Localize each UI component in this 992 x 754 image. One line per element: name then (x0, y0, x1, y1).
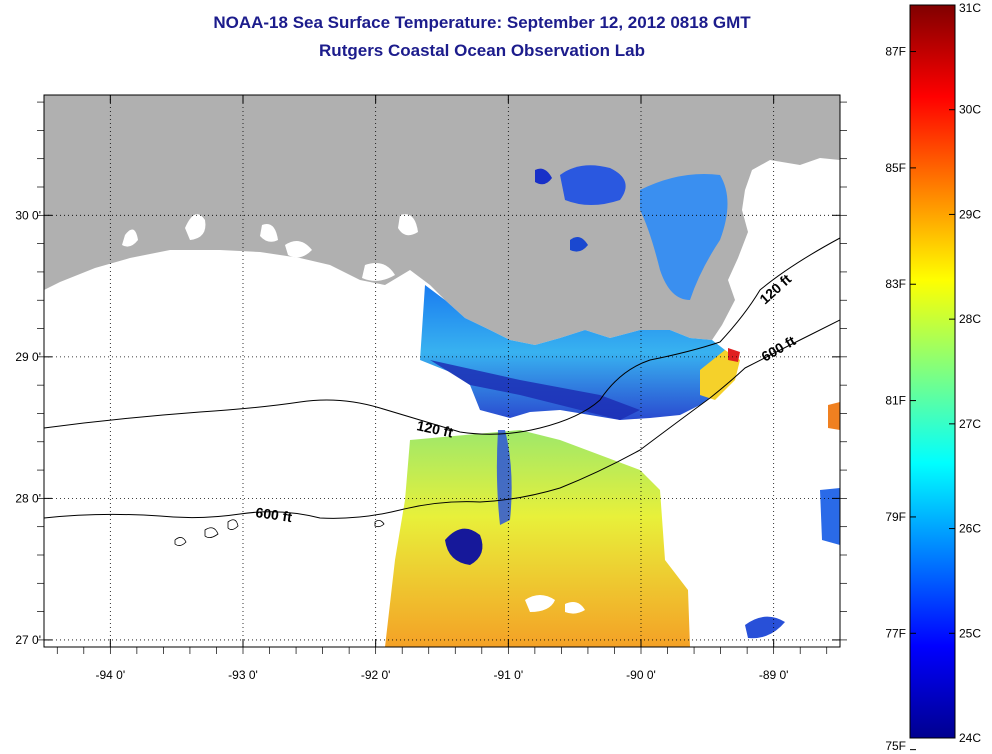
colorbar-label-c: 24C (959, 731, 981, 745)
lat-tick-label: 27 0' (15, 633, 41, 647)
lake-shape (362, 262, 395, 281)
sst-east-patch (828, 402, 840, 430)
lake-shape (122, 229, 138, 247)
contour-line-120ft (44, 237, 840, 435)
lon-tick-label: -93 0' (228, 668, 258, 682)
colorbar-label-c: 26C (959, 522, 981, 536)
lon-tick-label: -94 0' (96, 668, 126, 682)
sst-warm-region (385, 430, 690, 647)
lon-tick-label: -90 0' (626, 668, 656, 682)
colorbar-label-f: 79F (885, 510, 906, 524)
map-layers (44, 95, 840, 647)
sst-east-patch (745, 616, 785, 639)
sst-cold-eddy (445, 528, 483, 565)
colorbar-label-f: 87F (885, 45, 906, 59)
colorbar-label-f: 85F (885, 161, 906, 175)
lake-shape (185, 214, 206, 240)
lake-shape (260, 224, 278, 242)
shoal-shape (374, 520, 385, 528)
lat-tick-label: 28 0' (15, 491, 41, 505)
sst-cold-filament (430, 360, 640, 420)
sst-cold-filament (496, 430, 512, 525)
cloud-gap (565, 602, 585, 614)
colorbar-label-c: 27C (959, 417, 981, 431)
sst-lake-reading (640, 174, 728, 300)
map-title: NOAA-18 Sea Surface Temperature: Septemb… (213, 13, 751, 32)
sst-lake-reading (570, 236, 588, 252)
lon-tick-label: -89 0' (759, 668, 789, 682)
colorbar-label-f: 75F (885, 739, 906, 753)
map-frame (43, 94, 841, 648)
colorbar-label-c: 31C (959, 1, 981, 15)
colorbar-labels: 31C 30C 29C 28C 27C 26C 25C 24C 87F 85F 83F 81F 79F 7… (885, 1, 981, 753)
contour-label-120ft: 120 ft (415, 417, 454, 440)
colorbar-label-f: 77F (885, 626, 906, 640)
colorbar (909, 4, 956, 739)
contour-label-600ft: 600 ft (255, 504, 294, 525)
colorbar-label-c: 28C (959, 312, 981, 326)
lake-shape (285, 241, 312, 258)
lat-tick-label: 29 0' (15, 350, 41, 364)
colorbar-label-c: 30C (959, 103, 981, 117)
map-grid (44, 95, 840, 647)
cloud-gap (525, 595, 555, 612)
sst-lake-reading (560, 165, 626, 205)
lon-tick-label: -91 0' (494, 668, 524, 682)
sst-east-patch (820, 488, 840, 545)
shoal-shape (204, 527, 219, 538)
lon-tick-label: -92 0' (361, 668, 391, 682)
sst-warm-spot (700, 350, 740, 400)
shoal-shape (227, 519, 239, 530)
lake-shape (398, 214, 418, 236)
colorbar-label-f: 81F (885, 394, 906, 408)
sst-hot-spot (728, 348, 740, 362)
colorbar-label-f: 83F (885, 277, 906, 291)
map-subtitle: Rutgers Coastal Ocean Observation Lab (319, 41, 645, 60)
map-axes: -94 0' -93 0' -92 0' -91 0' -90 0' -89 0' 30 0… (15, 95, 847, 682)
colorbar-label-c: 25C (959, 626, 981, 640)
land-mass (44, 95, 840, 345)
shoal-shape (174, 537, 187, 546)
lat-tick-label: 30 0' (15, 208, 41, 222)
sst-lake-reading (535, 168, 552, 185)
colorbar-label-c: 29C (959, 207, 981, 221)
